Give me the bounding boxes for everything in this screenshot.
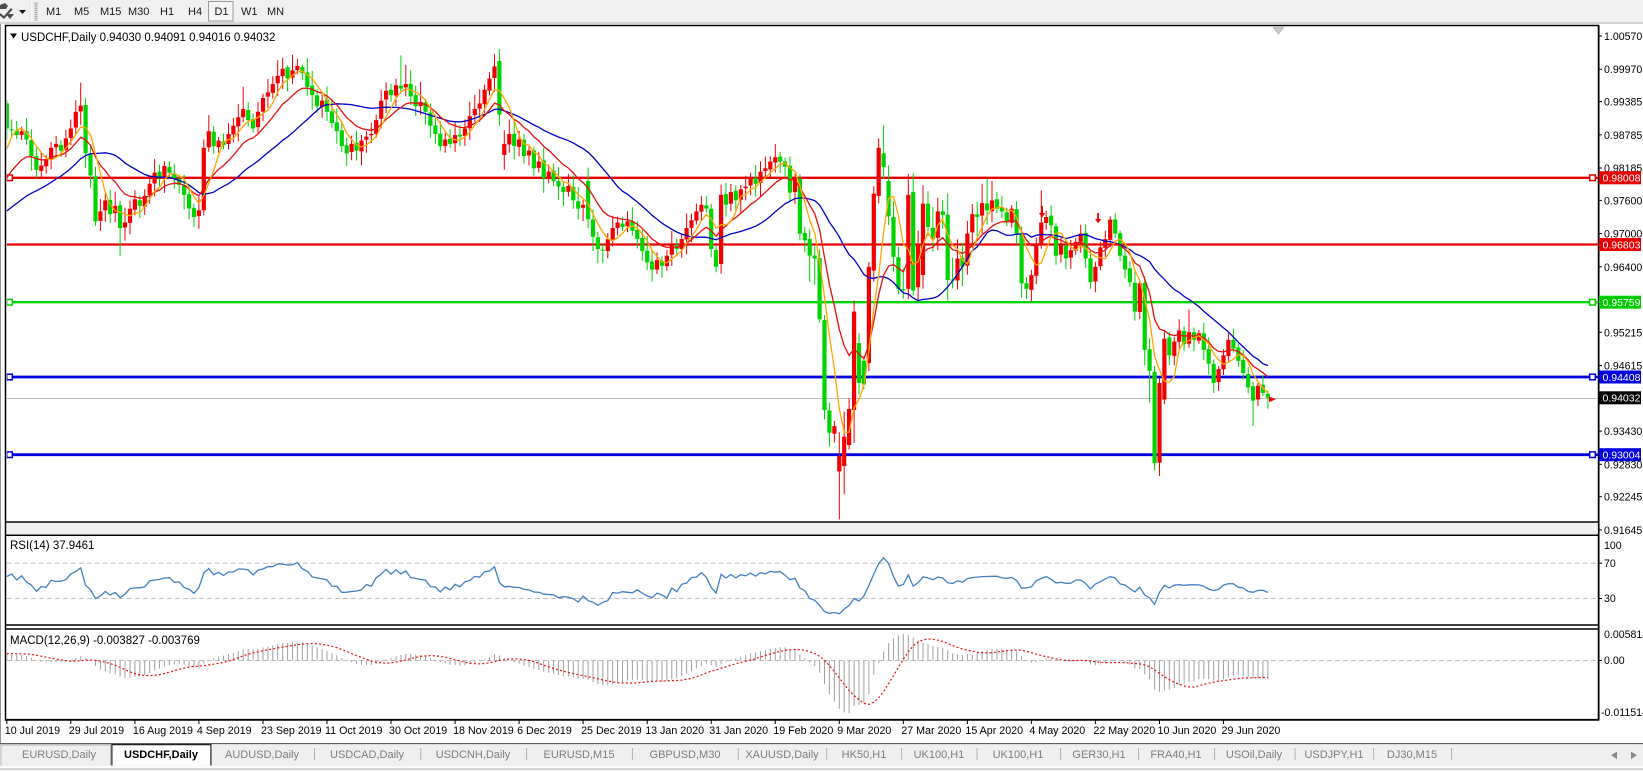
svg-text:23 Sep 2019: 23 Sep 2019 — [261, 725, 322, 737]
svg-text:0.93430: 0.93430 — [1604, 426, 1642, 438]
svg-text:0.00: 0.00 — [1604, 655, 1625, 667]
svg-text:UK100,H1: UK100,H1 — [993, 749, 1044, 761]
svg-text:0.94032: 0.94032 — [1603, 393, 1641, 405]
svg-text:10 Jul 2019: 10 Jul 2019 — [5, 725, 60, 737]
svg-text:0.94615: 0.94615 — [1604, 361, 1642, 373]
svg-text:30 Oct 2019: 30 Oct 2019 — [389, 725, 447, 737]
svg-text:16 Aug 2019: 16 Aug 2019 — [133, 725, 193, 737]
svg-text:USDCNH,Daily: USDCNH,Daily — [436, 749, 511, 761]
svg-text:M15: M15 — [100, 6, 121, 18]
svg-text:M1: M1 — [46, 6, 61, 18]
svg-text:USDCAD,Daily: USDCAD,Daily — [330, 749, 404, 761]
svg-text:0.95215: 0.95215 — [1604, 327, 1642, 339]
svg-text:70: 70 — [1604, 558, 1616, 570]
svg-text:22 May 2020: 22 May 2020 — [1093, 725, 1155, 737]
svg-text:29 Jul 2019: 29 Jul 2019 — [69, 725, 124, 737]
svg-text:EURUSD,M15: EURUSD,M15 — [544, 749, 615, 761]
svg-text:XAUUSD,Daily: XAUUSD,Daily — [745, 749, 819, 761]
svg-text:0.92830: 0.92830 — [1604, 459, 1642, 471]
svg-text:0.91645: 0.91645 — [1604, 525, 1642, 537]
svg-text:USOil,Daily: USOil,Daily — [1226, 749, 1283, 761]
svg-text:0.97000: 0.97000 — [1604, 229, 1642, 241]
svg-text:0.98008: 0.98008 — [1603, 173, 1641, 185]
svg-text:4 Sep 2019: 4 Sep 2019 — [197, 725, 252, 737]
svg-text:15 Apr 2020: 15 Apr 2020 — [965, 725, 1023, 737]
svg-text:W1: W1 — [241, 6, 258, 18]
svg-text:DJ30,M15: DJ30,M15 — [1387, 749, 1437, 761]
svg-text:UK100,H1: UK100,H1 — [914, 749, 965, 761]
svg-text:GER30,H1: GER30,H1 — [1072, 749, 1125, 761]
svg-text:100: 100 — [1604, 540, 1622, 552]
svg-text:USDCHF,Daily: USDCHF,Daily — [124, 749, 199, 761]
svg-text:13 Jan 2020: 13 Jan 2020 — [645, 725, 704, 737]
svg-text:19 Feb 2020: 19 Feb 2020 — [773, 725, 833, 737]
svg-text:31 Jan 2020: 31 Jan 2020 — [709, 725, 768, 737]
svg-text:6 Dec 2019: 6 Dec 2019 — [517, 725, 572, 737]
svg-text:H4: H4 — [188, 6, 202, 18]
svg-text:0.005818: 0.005818 — [1604, 629, 1643, 641]
svg-text:27 Mar 2020: 27 Mar 2020 — [901, 725, 961, 737]
svg-text:USDJPY,H1: USDJPY,H1 — [1304, 749, 1363, 761]
svg-text:0.93004: 0.93004 — [1603, 450, 1641, 462]
svg-text:0.99385: 0.99385 — [1604, 97, 1642, 109]
svg-text:0.95759: 0.95759 — [1603, 297, 1641, 309]
svg-text:30: 30 — [1604, 593, 1616, 605]
svg-text:0.97600: 0.97600 — [1604, 195, 1642, 207]
svg-text:USDCHF,Daily 0.94030 0.94091: USDCHF,Daily 0.94030 0.94091 0.94016 0.9… — [21, 32, 275, 44]
svg-text:1.00570: 1.00570 — [1604, 31, 1642, 43]
svg-text:0.98785: 0.98785 — [1604, 130, 1642, 142]
svg-text:FRA40,H1: FRA40,H1 — [1150, 749, 1201, 761]
svg-text:29 Jun 2020: 29 Jun 2020 — [1222, 725, 1281, 737]
svg-text:MN: MN — [267, 6, 284, 18]
svg-text:GBPUSD,M30: GBPUSD,M30 — [650, 749, 721, 761]
svg-text:M5: M5 — [74, 6, 89, 18]
svg-text:D1: D1 — [215, 6, 229, 18]
svg-text:AUDUSD,Daily: AUDUSD,Daily — [225, 749, 299, 761]
svg-text:10 Jun 2020: 10 Jun 2020 — [1158, 725, 1217, 737]
svg-text:RSI(14) 37.9461: RSI(14) 37.9461 — [10, 540, 94, 552]
svg-text:0.96803: 0.96803 — [1603, 239, 1641, 251]
svg-text:11 Oct 2019: 11 Oct 2019 — [325, 725, 382, 737]
svg-text:0.99970: 0.99970 — [1604, 64, 1642, 76]
svg-text:M30: M30 — [128, 6, 149, 18]
svg-text:18 Nov 2019: 18 Nov 2019 — [453, 725, 514, 737]
svg-text:H1: H1 — [160, 6, 174, 18]
svg-text:4 May 2020: 4 May 2020 — [1029, 725, 1085, 737]
svg-text:-0.011514: -0.011514 — [1601, 707, 1643, 719]
svg-text:25 Dec 2019: 25 Dec 2019 — [581, 725, 642, 737]
svg-text:0.96400: 0.96400 — [1604, 262, 1642, 274]
svg-text:0.92245: 0.92245 — [1604, 492, 1642, 504]
svg-text:MACD(12,26,9) -0.003827 -0.003: MACD(12,26,9) -0.003827 -0.003769 — [10, 635, 200, 647]
svg-text:EURUSD,Daily: EURUSD,Daily — [22, 749, 96, 761]
svg-text:9 Mar 2020: 9 Mar 2020 — [837, 725, 891, 737]
svg-text:HK50,H1: HK50,H1 — [842, 749, 887, 761]
svg-text:0.94408: 0.94408 — [1603, 372, 1641, 384]
